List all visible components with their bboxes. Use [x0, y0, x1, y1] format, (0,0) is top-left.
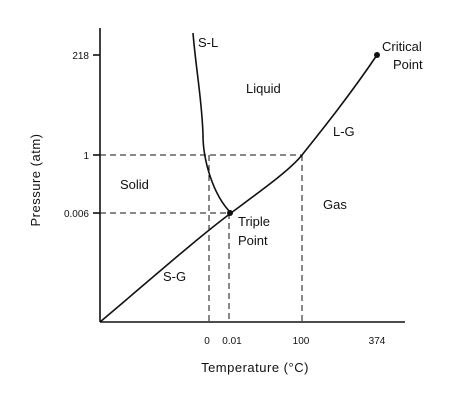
- x-axis-title: Temperature (°C): [201, 360, 309, 375]
- solid-gas-curve: [99, 212, 232, 323]
- triple-point-label-line2: Point: [238, 233, 268, 248]
- x-tick-label-001: 0.01: [222, 336, 242, 347]
- y-tick-label-218: 218: [72, 51, 89, 62]
- triple-point-marker: [227, 210, 233, 216]
- y-tick-label-1: 1: [83, 151, 89, 162]
- critical-point-label-line2: Point: [393, 57, 423, 72]
- liquid-gas-curve: [230, 54, 378, 214]
- x-tick-label-374: 374: [369, 336, 386, 347]
- curve-label-solid-liquid: S-L: [198, 35, 218, 50]
- critical-point-marker: [374, 52, 380, 58]
- region-gas: Gas: [323, 197, 347, 212]
- region-liquid: Liquid: [246, 81, 281, 96]
- curve-label-solid-gas: S-G: [163, 269, 186, 284]
- region-solid: Solid: [120, 177, 149, 192]
- critical-point-label-line1: Critical: [382, 39, 422, 54]
- curve-label-liquid-gas: L-G: [333, 124, 355, 139]
- solid-liquid-curve: [192, 32, 232, 214]
- x-tick-label-0: 0: [204, 336, 210, 347]
- y-tick-label-0006: 0.006: [64, 209, 89, 220]
- y-axis-title: Pressure (atm): [28, 134, 43, 227]
- triple-point-label-line1: Triple: [238, 214, 270, 229]
- x-tick-label-100: 100: [293, 336, 310, 347]
